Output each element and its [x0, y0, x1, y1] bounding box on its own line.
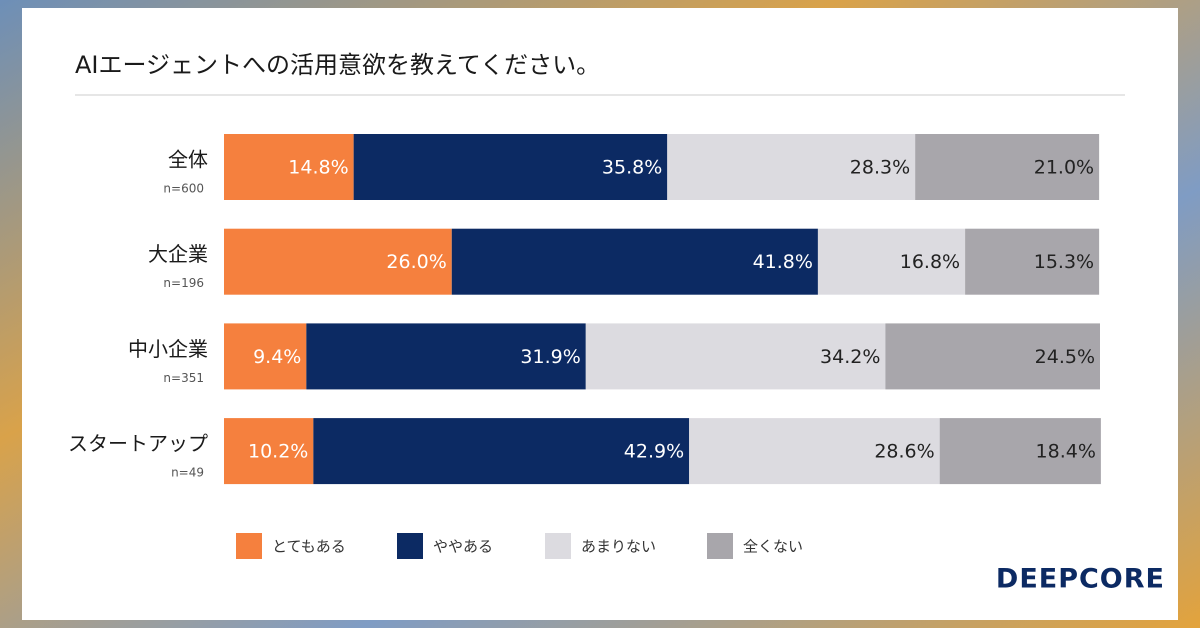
- value-label: 41.8%: [753, 251, 813, 273]
- legend-label: 全くない: [743, 538, 803, 556]
- value-label: 10.2%: [248, 441, 308, 463]
- value-label: 42.9%: [624, 441, 684, 463]
- bar-segment: [689, 418, 940, 485]
- bar-segment: [817, 228, 966, 295]
- bar-segment: [224, 134, 354, 200]
- value-label: 14.8%: [288, 157, 348, 179]
- sample-size: n=351: [163, 371, 204, 385]
- category-label: 大企業: [148, 242, 208, 266]
- legend-label: ややある: [433, 538, 493, 556]
- card: [22, 8, 1178, 620]
- value-label: 28.6%: [874, 441, 934, 463]
- bar-segment: [313, 418, 690, 485]
- bar-segment: [353, 134, 668, 200]
- value-label: 34.2%: [820, 346, 880, 368]
- bar-segment: [451, 228, 818, 295]
- value-label: 16.8%: [900, 251, 960, 273]
- bar-segment: [224, 228, 452, 295]
- bar-segment: [306, 323, 586, 390]
- bar-segment: [885, 323, 1100, 390]
- legend-swatch: [707, 533, 733, 559]
- value-label: 31.9%: [520, 346, 580, 368]
- sample-size: n=49: [171, 466, 204, 480]
- legend-label: あまりない: [581, 538, 656, 556]
- bar-segment: [585, 323, 886, 390]
- sample-size: n=196: [163, 276, 204, 290]
- logo: DEEPCORE: [996, 564, 1165, 595]
- category-label: 中小企業: [128, 337, 208, 361]
- category-label: スタートアップ: [68, 432, 208, 456]
- legend-swatch: [397, 533, 423, 559]
- category-label: 全体: [168, 148, 208, 172]
- value-label: 35.8%: [602, 157, 662, 179]
- bar-segment: [939, 418, 1101, 485]
- value-label: 26.0%: [386, 251, 446, 273]
- bar-segment: [915, 134, 1100, 200]
- value-label: 9.4%: [253, 346, 301, 368]
- legend-swatch: [545, 533, 571, 559]
- bar-segment: [667, 134, 916, 200]
- value-label: 21.0%: [1034, 157, 1094, 179]
- value-label: 28.3%: [850, 157, 910, 179]
- legend-swatch: [236, 533, 262, 559]
- chart-title: AIエージェントへの活用意欲を教えてください。: [75, 51, 600, 79]
- bar-segment: [224, 418, 314, 485]
- bar-segment: [965, 228, 1100, 295]
- legend-label: とてもある: [272, 538, 346, 556]
- sample-size: n=600: [163, 182, 204, 196]
- value-label: 24.5%: [1035, 346, 1095, 368]
- value-label: 15.3%: [1034, 251, 1094, 273]
- bar-segment: [224, 323, 307, 390]
- value-label: 18.4%: [1036, 441, 1096, 463]
